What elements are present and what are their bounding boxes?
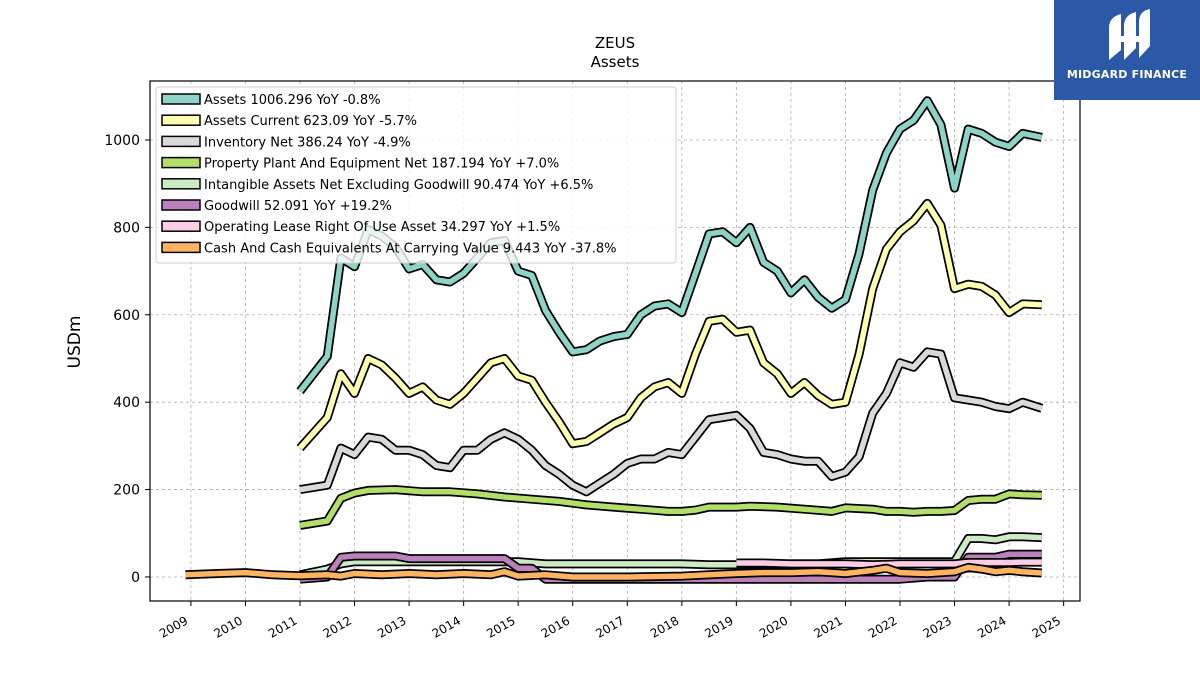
x-tick-label: 2010 xyxy=(212,613,245,640)
series-line xyxy=(297,200,1042,450)
series-outline xyxy=(299,485,1042,530)
series-assets xyxy=(296,96,1043,395)
x-tick-label: 2014 xyxy=(430,613,463,640)
legend-entry-label: Intangible Assets Net Excluding Goodwill… xyxy=(204,178,593,193)
y-tick-label: 800 xyxy=(113,220,140,236)
chart-subtitle: Assets xyxy=(591,53,640,71)
x-tick-label: 2020 xyxy=(757,613,790,640)
legend-entry-label: Operating Lease Right Of Use Asset 34.29… xyxy=(204,220,560,235)
legend-entry-label: Assets Current 623.09 YoY -5.7% xyxy=(204,114,417,129)
x-tick-label: 2013 xyxy=(375,613,408,640)
x-tick-label: 2025 xyxy=(1030,613,1063,640)
series-outline xyxy=(299,347,1044,497)
x-tick-label: 2011 xyxy=(266,613,299,640)
x-tick-label: 2016 xyxy=(539,613,572,640)
chart-title: ZEUS xyxy=(595,34,635,52)
x-tick-label: 2018 xyxy=(648,613,681,640)
plot-frame xyxy=(149,80,1081,602)
x-tick-label: 2015 xyxy=(484,613,517,640)
series-line xyxy=(297,97,1043,393)
brand-mark-icon xyxy=(1109,9,1150,60)
series-line xyxy=(185,564,1042,580)
brand-name: MIDGARD FINANCE xyxy=(1066,68,1188,81)
series-lines xyxy=(185,96,1044,584)
y-tick-label: 600 xyxy=(113,308,140,324)
x-tick-label: 2022 xyxy=(866,613,899,640)
x-tick-label: 2019 xyxy=(702,613,735,640)
legend-swatch xyxy=(161,220,201,232)
legend-swatch xyxy=(161,199,201,211)
x-tick-label: 2023 xyxy=(921,613,954,640)
x-tick-label: 2012 xyxy=(321,613,354,640)
legend-swatch xyxy=(161,156,201,169)
series-assets-current xyxy=(296,198,1042,452)
y-tick-label: 200 xyxy=(113,483,140,499)
y-axis-label: USDm xyxy=(65,316,85,369)
y-tick-label: 1000 xyxy=(104,133,140,149)
legend-swatch xyxy=(161,114,201,126)
series-property-plant-and-equipment-net xyxy=(299,485,1042,530)
y-tick-label: 0 xyxy=(131,570,140,586)
legend-swatch xyxy=(161,241,201,254)
series-inventory-net xyxy=(299,347,1044,497)
series-operating-lease-right-of-use-asset xyxy=(736,557,1042,570)
series-line xyxy=(299,349,1043,495)
brand-logo: MIDGARD FINANCE xyxy=(1054,0,1200,100)
legend-swatch xyxy=(161,93,201,105)
x-tick-label: 2024 xyxy=(975,613,1008,640)
legend-box xyxy=(155,86,677,264)
x-tick-label: 2021 xyxy=(812,613,845,640)
x-tick-label: 2017 xyxy=(593,613,626,640)
legend-swatch xyxy=(161,135,201,148)
series-line xyxy=(736,559,1042,568)
y-tick-label: 400 xyxy=(113,395,140,411)
legend-entry-label: Inventory Net 386.24 YoY -4.9% xyxy=(204,135,411,150)
legend-entry-label: Goodwill 52.091 YoY +19.2% xyxy=(204,199,392,214)
legend-entry-label: Property Plant And Equipment Net 187.194… xyxy=(204,157,559,172)
legend-swatch xyxy=(161,178,201,190)
legend-entry-label: Assets 1006.296 YoY -0.8% xyxy=(204,93,381,108)
series-line xyxy=(299,486,1042,529)
legend-entry-label: Cash And Cash Equivalents At Carrying Va… xyxy=(204,241,616,256)
legend: Assets 1006.296 YoY -0.8% Assets Current … xyxy=(155,86,677,264)
series-cash-and-cash-equivalents-at-carrying-value xyxy=(185,562,1043,582)
x-tick-label: 2009 xyxy=(157,613,190,640)
